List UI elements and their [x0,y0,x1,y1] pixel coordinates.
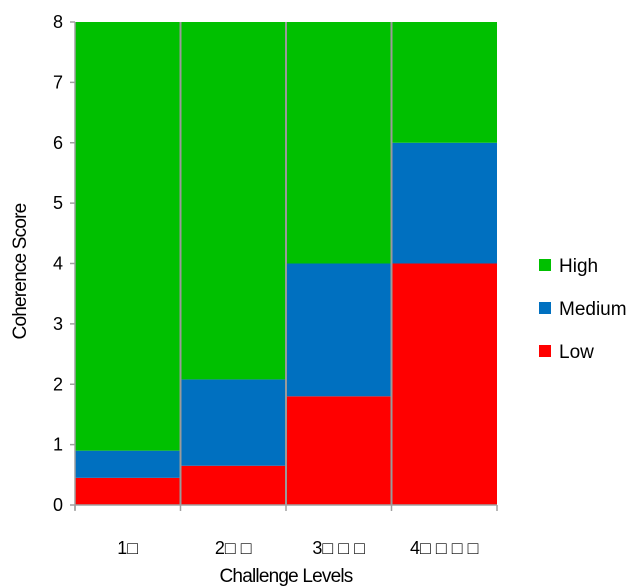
y-tick-label: 1 [53,435,63,455]
legend-swatch-medium [539,302,551,314]
bar-segment-medium-1 [75,450,181,478]
y-tick-label: 7 [53,72,63,92]
y-tick-label: 5 [53,193,63,213]
bar-segment-medium-3 [286,263,392,397]
bar-dividers [179,22,393,505]
bar-segment-low-1 [75,477,181,505]
bar-segment-medium-4 [391,142,497,264]
x-tick-label: 3□ □ □ [312,538,365,558]
y-tick-label: 6 [53,133,63,153]
legend-label-medium: Medium [559,299,627,320]
x-tick-label: 4□ □ □ □ [410,538,479,558]
y-tick-label: 2 [53,374,63,394]
x-axis-title: Challenge Levels [220,566,353,586]
bars-group [75,22,497,505]
x-tick-label: 1□ [117,538,138,558]
y-tick-labels: 0 1 2 3 4 5 6 7 8 [53,12,75,515]
y-tick-label: 0 [53,495,63,515]
legend-label-high: High [559,256,598,277]
y-tick-label: 8 [53,12,63,32]
legend-swatch-high [539,259,551,271]
bar-segment-high-1 [75,22,181,451]
bar-segment-high-2 [180,22,286,380]
bar-segment-high-4 [391,22,497,143]
x-tick-label: 2□ □ [215,538,252,558]
y-tick-label: 4 [53,254,63,274]
bar-segment-high-3 [286,22,392,264]
bar-segment-low-2 [180,465,286,505]
legend-label-low: Low [559,342,594,363]
legend: High Medium Low [539,256,627,363]
y-tick-label: 3 [53,314,63,334]
bar-segment-low-4 [391,263,497,505]
y-axis-title: Coherence Score [10,203,31,339]
bar-segment-low-3 [286,396,392,505]
legend-swatch-low [539,345,551,357]
bar-segment-medium-2 [180,379,286,466]
x-tick-labels: 1□ 2□ □ 3□ □ □ 4□ □ □ □ [74,505,498,558]
